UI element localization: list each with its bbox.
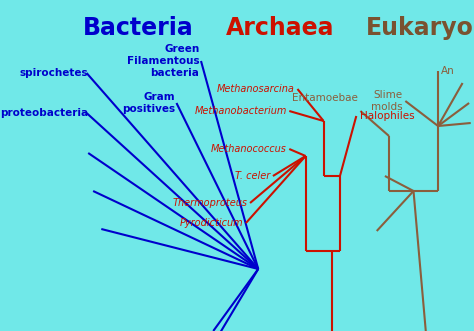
Text: spirochetes: spirochetes xyxy=(19,68,88,78)
Text: An: An xyxy=(441,66,455,76)
Text: Eukaryo: Eukaryo xyxy=(366,16,474,40)
Text: Methanobacterium: Methanobacterium xyxy=(194,106,287,116)
Text: Slime
molds: Slime molds xyxy=(371,90,403,112)
Text: T. celer: T. celer xyxy=(235,171,271,181)
Text: Green
Filamentous
bacteria: Green Filamentous bacteria xyxy=(127,44,200,77)
Text: Thermoproteus: Thermoproteus xyxy=(173,198,247,208)
Text: Archaea: Archaea xyxy=(226,16,335,40)
Text: Entamoebae: Entamoebae xyxy=(292,93,358,103)
Text: proteobacteria: proteobacteria xyxy=(0,108,88,118)
Text: Halophiles: Halophiles xyxy=(360,111,414,121)
Text: Bacteria: Bacteria xyxy=(82,16,193,40)
Text: Methanosarcina: Methanosarcina xyxy=(217,84,295,94)
Text: Pyrodicticum: Pyrodicticum xyxy=(180,218,244,228)
Text: Methanococcus: Methanococcus xyxy=(211,144,287,154)
Text: Gram
positives: Gram positives xyxy=(122,92,175,114)
